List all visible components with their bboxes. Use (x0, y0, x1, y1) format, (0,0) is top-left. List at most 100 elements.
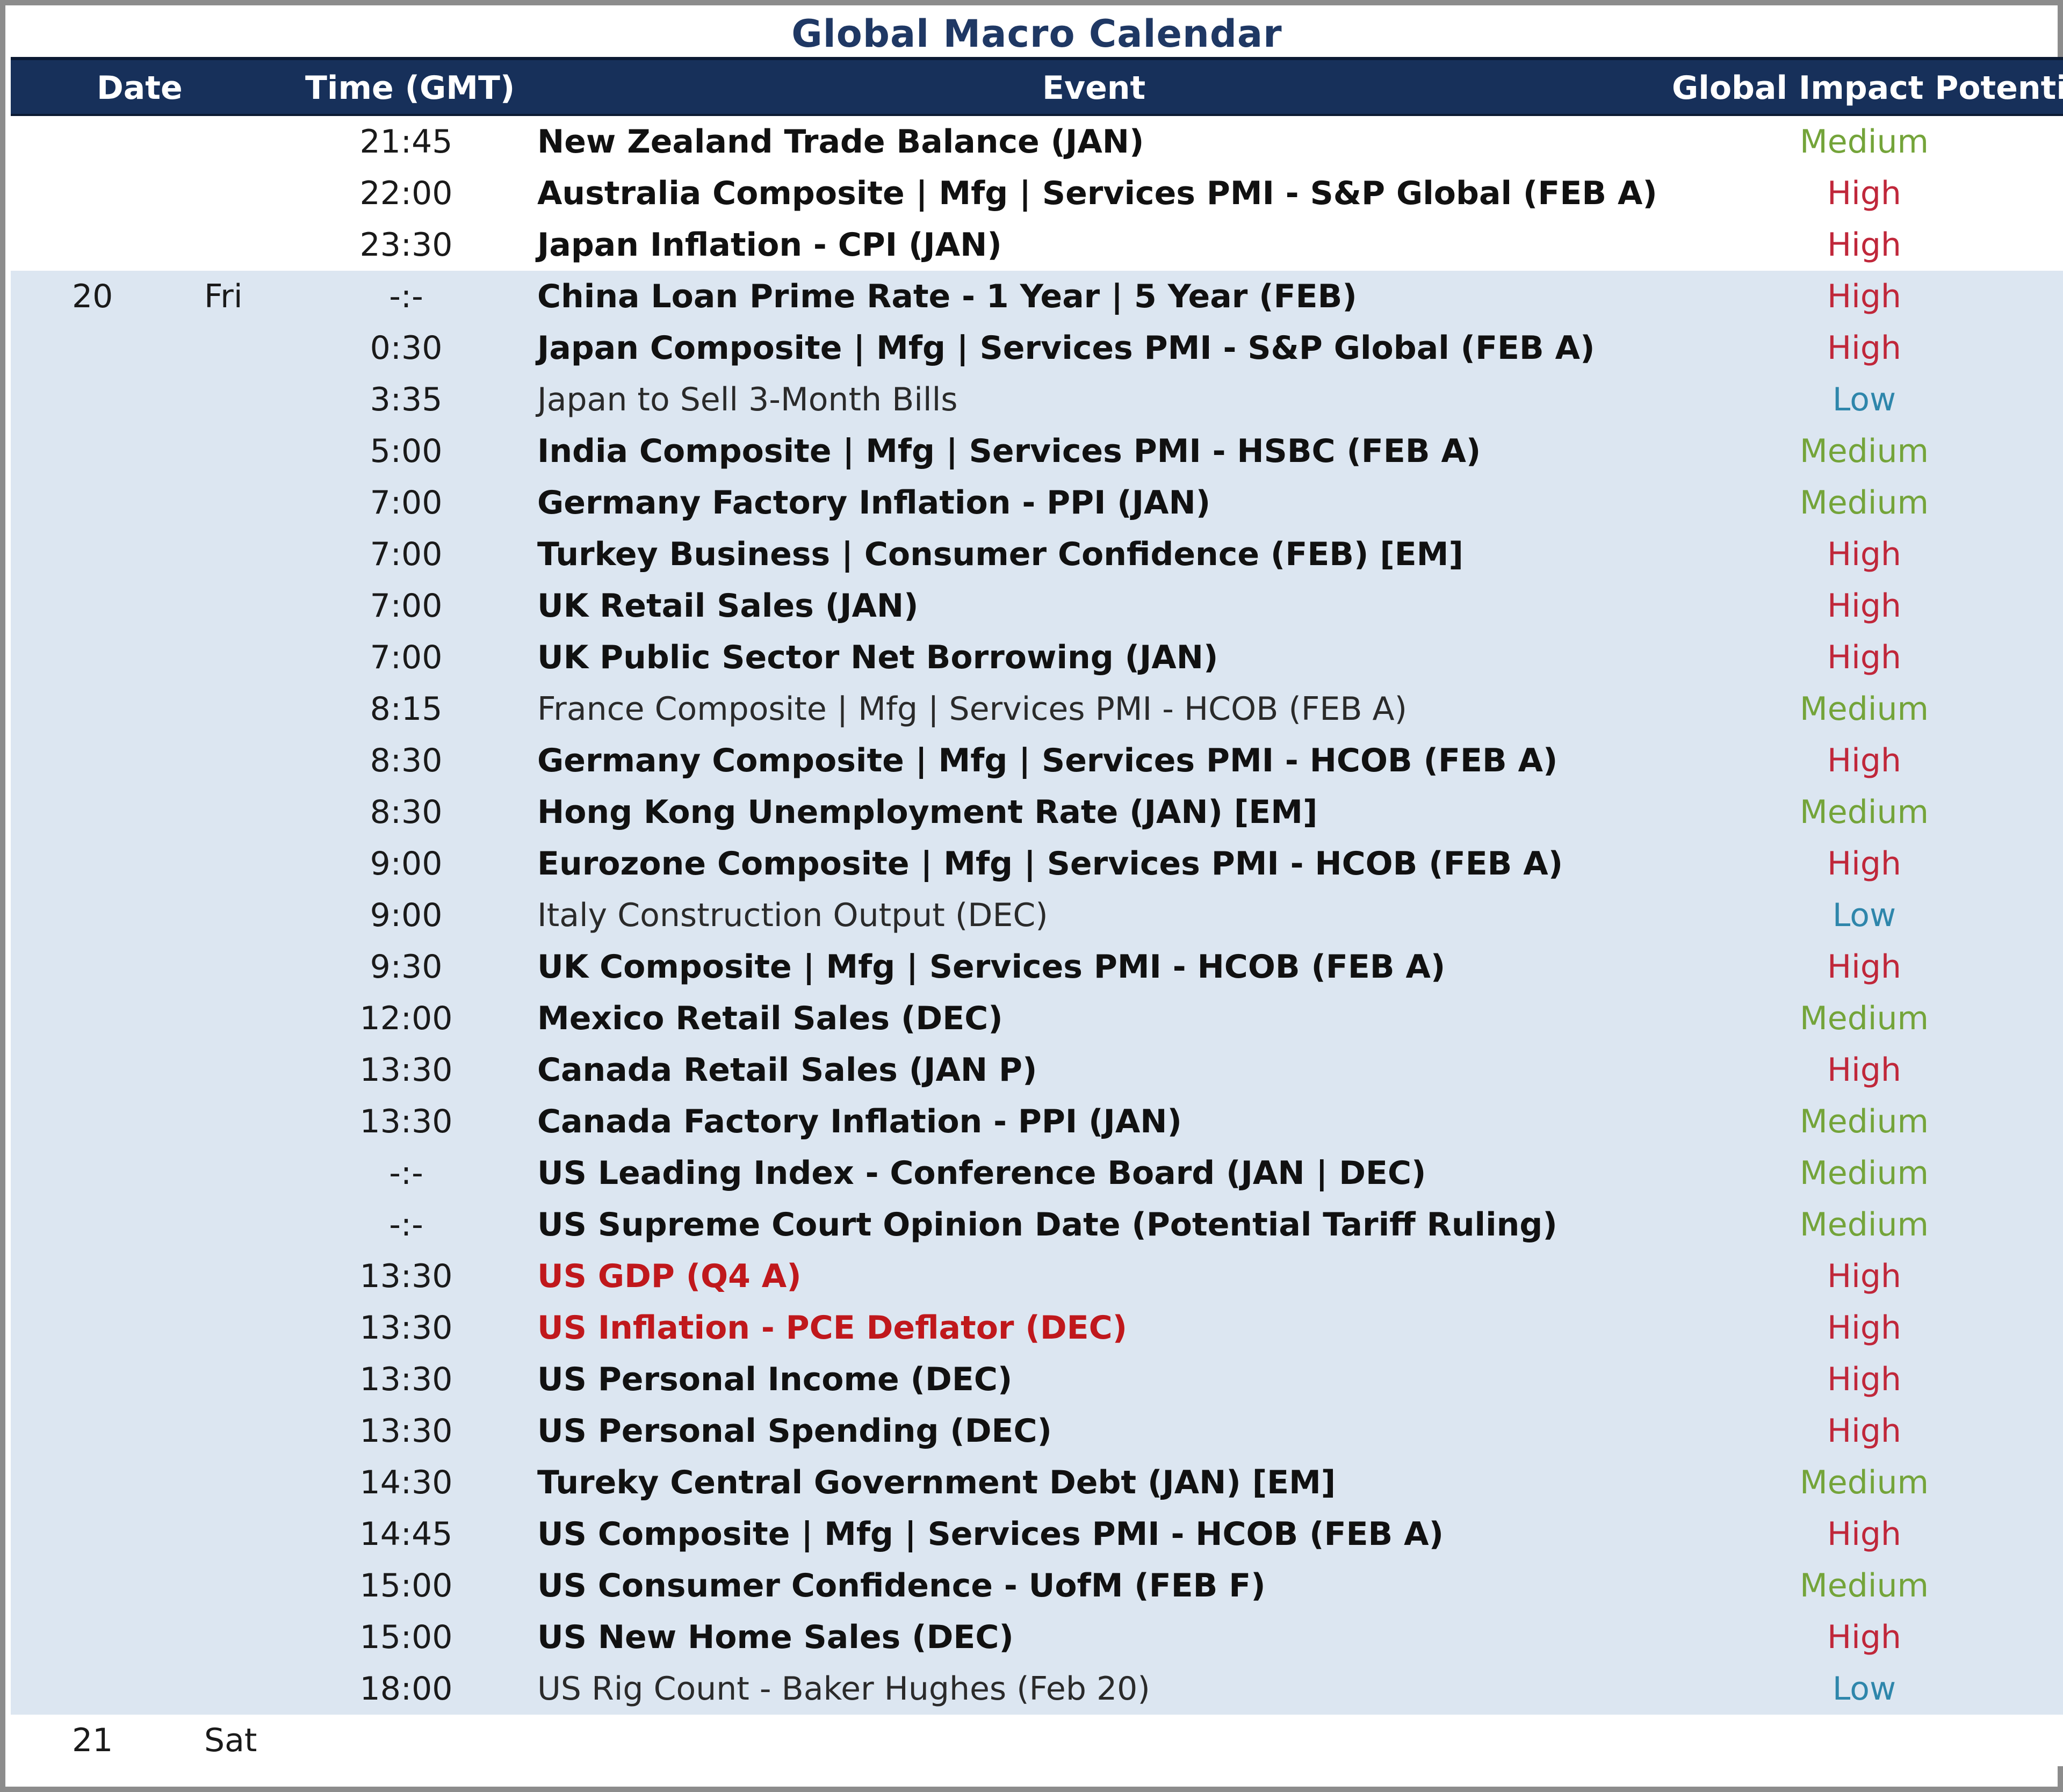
table-row: 9:00 Italy Construction Output (DEC) Low (11, 890, 2063, 941)
cell-impact: High (1827, 1258, 1901, 1295)
table-row: 15:00 US New Home Sales (DEC) High (11, 1612, 2063, 1663)
cell-time: 8:30 (370, 742, 443, 779)
cell-event: India Composite | Mfg | Services PMI - H… (537, 432, 1481, 470)
table-row: 8:30 Hong Kong Unemployment Rate (JAN) [E… (11, 786, 2063, 838)
cell-impact: Medium (1800, 123, 1929, 161)
table-row: 13:30 US Personal Income (DEC) High (11, 1354, 2063, 1405)
table-row: 12:00 Mexico Retail Sales (DEC) Medium (11, 993, 2063, 1044)
table-row: -:- US Supreme Court Opinion Date (Potent… (11, 1199, 2063, 1251)
cell-time: 13:30 (359, 1361, 453, 1398)
table-row: 7:00 UK Retail Sales (JAN) High (11, 580, 2063, 632)
cell-event: Tureky Central Government Debt (JAN) [EM… (537, 1464, 1336, 1501)
cell-impact: High (1827, 1412, 1901, 1450)
cell-impact: Medium (1800, 1464, 1929, 1501)
table-row: 3:35 Japan to Sell 3-Month Bills Low (11, 374, 2063, 425)
cell-event: US Leading Index - Conference Board (JAN… (537, 1154, 1426, 1192)
cell-impact: Medium (1800, 1103, 1929, 1140)
cell-impact: High (1827, 175, 1901, 212)
cell-event: Mexico Retail Sales (DEC) (537, 1000, 1003, 1037)
cell-time: 14:45 (359, 1515, 453, 1553)
cell-impact: High (1827, 587, 1901, 625)
cell-time: 14:30 (359, 1464, 453, 1501)
table-row: 0:30 Japan Composite | Mfg | Services PMI… (11, 322, 2063, 374)
cell-event: Canada Retail Sales (JAN P) (537, 1051, 1037, 1089)
cell-event: US Consumer Confidence - UofM (FEB F) (537, 1567, 1266, 1605)
cell-event: UK Retail Sales (JAN) (537, 587, 919, 625)
table-row: 21:45 New Zealand Trade Balance (JAN) Medi… (11, 116, 2063, 168)
table-row: 8:30 Germany Composite | Mfg | Services P… (11, 735, 2063, 786)
cell-date: 21 (72, 1722, 113, 1759)
cell-impact: Medium (1800, 1567, 1929, 1605)
table-row: 7:00 Turkey Business | Consumer Confidenc… (11, 529, 2063, 580)
table-row: 22:00 Australia Composite | Mfg | Service… (11, 168, 2063, 219)
cell-time: -:- (389, 278, 423, 315)
cell-event: Japan Inflation - CPI (JAN) (537, 226, 1002, 264)
cell-event: US Supreme Court Opinion Date (Potential… (537, 1206, 1557, 1244)
cell-event: Japan Composite | Mfg | Services PMI - S… (537, 329, 1595, 367)
cell-time: -:- (389, 1206, 423, 1244)
cell-time (312, 1715, 501, 1766)
cell-event: Australia Composite | Mfg | Services PMI… (537, 175, 1657, 212)
cell-time: 7:00 (370, 639, 443, 676)
table-row: 20 Fri -:- China Loan Prime Rate - 1 Year |… (11, 271, 2063, 322)
cell-time: 9:00 (370, 845, 443, 883)
cell-time: 21:45 (359, 123, 453, 161)
cell-event: New Zealand Trade Balance (JAN) (537, 123, 1144, 161)
cell-event: Italy Construction Output (DEC) (537, 897, 1048, 934)
table-row: 13:30 US Personal Spending (DEC) High (11, 1405, 2063, 1457)
cell-impact: Low (1832, 897, 1896, 934)
cell-impact: Low (1832, 1670, 1896, 1708)
cell-time: 0:30 (370, 329, 443, 367)
cell-impact: Medium (1800, 1206, 1929, 1244)
cell-time: 8:30 (370, 793, 443, 831)
cell-time: 12:00 (359, 1000, 453, 1037)
cell-time: 22:00 (359, 175, 453, 212)
cell-impact: High (1827, 948, 1901, 986)
cell-event: Hong Kong Unemployment Rate (JAN) [EM] (537, 793, 1318, 831)
cell-time: 3:35 (370, 381, 443, 418)
column-header-impact: Global Impact Potential (1672, 69, 2063, 107)
cell-event: US Personal Income (DEC) (537, 1361, 1013, 1398)
cell-impact: High (1827, 1051, 1901, 1089)
table-row: 13:30 US Inflation - PCE Deflator (DEC) Hi… (11, 1302, 2063, 1354)
cell-time: 13:30 (359, 1412, 453, 1450)
cell-day: Sat (204, 1722, 257, 1759)
cell-event: US Inflation - PCE Deflator (DEC) (537, 1309, 1128, 1347)
calendar-table-body: 21:45 New Zealand Trade Balance (JAN) Medi… (11, 116, 2063, 1766)
cell-event: Eurozone Composite | Mfg | Services PMI … (537, 845, 1563, 883)
cell-impact: High (1827, 639, 1901, 676)
cell-event: Turkey Business | Consumer Confidence (F… (537, 536, 1463, 573)
cell-impact (1743, 1715, 1986, 1766)
cell-time: 7:00 (370, 536, 443, 573)
cell-time: 18:00 (359, 1670, 453, 1708)
cell-impact: Low (1832, 381, 1896, 418)
cell-time: 13:30 (359, 1103, 453, 1140)
table-row: 23:30 Japan Inflation - CPI (JAN) High (11, 219, 2063, 271)
cell-event: France Composite | Mfg | Services PMI - … (537, 690, 1408, 728)
cell-time: 13:30 (359, 1309, 453, 1347)
table-row: 13:30 US GDP (Q4 A) High (11, 1251, 2063, 1302)
table-row: 14:45 US Composite | Mfg | Services PMI -… (11, 1508, 2063, 1560)
cell-time: 13:30 (359, 1258, 453, 1295)
cell-impact: High (1827, 1309, 1901, 1347)
cell-event: Canada Factory Inflation - PPI (JAN) (537, 1103, 1182, 1140)
table-row: -:- US Leading Index - Conference Board (… (11, 1147, 2063, 1199)
table-row: 18:00 US Rig Count - Baker Hughes (Feb 20… (11, 1663, 2063, 1715)
cell-event: UK Public Sector Net Borrowing (JAN) (537, 639, 1218, 676)
cell-event: Germany Composite | Mfg | Services PMI -… (537, 742, 1558, 779)
table-row: 21 Sat (11, 1715, 2063, 1766)
cell-time: 23:30 (359, 226, 453, 264)
table-row: 13:30 Canada Retail Sales (JAN P) High (11, 1044, 2063, 1096)
cell-event: China Loan Prime Rate - 1 Year | 5 Year … (537, 278, 1357, 315)
cell-impact: Medium (1800, 1000, 1929, 1037)
cell-impact: High (1827, 1361, 1901, 1398)
table-row: 13:30 Canada Factory Inflation - PPI (JAN… (11, 1096, 2063, 1147)
cell-time: 15:00 (359, 1567, 453, 1605)
cell-date: 20 (72, 278, 113, 315)
table-row: 9:30 UK Composite | Mfg | Services PMI - … (11, 941, 2063, 993)
table-header: Date Time (GMT) Event Global Impact Pote… (11, 57, 2063, 116)
cell-impact: Medium (1800, 1154, 1929, 1192)
cell-time: 9:00 (370, 897, 443, 934)
cell-impact: Medium (1800, 484, 1929, 522)
page-title: Global Macro Calendar (791, 12, 1282, 56)
